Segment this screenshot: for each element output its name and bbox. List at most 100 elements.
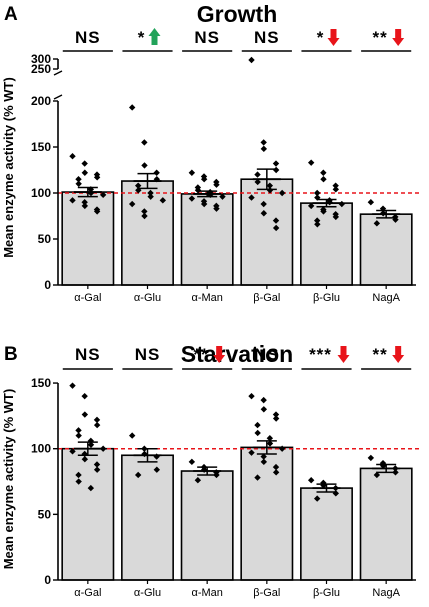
data-point	[200, 200, 208, 208]
data-point	[307, 159, 315, 166]
data-point	[153, 466, 161, 473]
data-point	[219, 193, 226, 200]
bar-β-Gal	[240, 446, 294, 581]
panel-a-chart: A Growth Mean enzyme activity (% WT) 0 50 100…	[1, 1, 420, 304]
y-tick-label: 150	[31, 376, 51, 390]
category-label: α-Man	[191, 587, 222, 599]
data-point	[320, 169, 327, 176]
data-point	[81, 392, 88, 400]
data-point	[266, 434, 274, 442]
data-point	[128, 432, 136, 439]
data-point	[81, 411, 89, 418]
data-point	[81, 202, 89, 210]
data-point	[134, 182, 142, 189]
data-point	[248, 56, 255, 64]
data-point	[254, 474, 261, 481]
data-point	[272, 469, 280, 476]
panel-b-chart: B Starvation Mean enzyme activity (% WT) 0 5…	[1, 341, 420, 599]
data-point	[128, 104, 136, 111]
data-point	[75, 478, 82, 485]
panel-title: Growth	[197, 1, 278, 27]
data-point	[260, 145, 268, 153]
data-point	[75, 427, 82, 434]
data-point	[373, 471, 381, 479]
y-tick-label: 50	[38, 232, 52, 246]
axis-break-mark	[53, 70, 63, 76]
data-point	[194, 477, 202, 484]
data-point	[159, 197, 167, 204]
significance-label: ***	[309, 345, 332, 364]
data-point	[260, 200, 267, 208]
data-point	[254, 171, 261, 178]
data-point	[272, 224, 280, 232]
significance-label: **	[194, 345, 209, 364]
data-point	[307, 202, 315, 210]
data-point	[141, 162, 148, 169]
panel-letter: A	[4, 4, 18, 25]
category-label: β-Glu	[313, 292, 340, 304]
significance-label: NS	[135, 345, 161, 364]
significance-label: NS	[75, 345, 101, 364]
category-label: α-Gal	[74, 292, 101, 304]
y-tick-label: 50	[38, 507, 52, 521]
bar-NagA	[359, 213, 413, 286]
bar-β-Gal	[240, 178, 294, 286]
data-point	[248, 449, 255, 456]
data-point	[260, 406, 268, 413]
axis-break-mark	[53, 94, 63, 100]
down-arrow-icon	[392, 29, 405, 46]
data-point	[272, 217, 280, 224]
panel-letter: B	[4, 344, 18, 365]
data-point	[313, 495, 321, 502]
data-point	[75, 176, 82, 183]
data-point	[254, 178, 261, 186]
y-axis-label: Mean enzyme activity (% WT)	[1, 77, 16, 258]
y-tick-label: 0	[44, 278, 51, 292]
data-point	[69, 153, 76, 160]
data-point	[99, 191, 107, 199]
data-point	[93, 466, 101, 473]
data-point	[272, 160, 280, 167]
data-point	[153, 169, 160, 176]
category-label: α-Man	[191, 292, 222, 304]
category-label: β-Glu	[313, 587, 340, 599]
data-point	[213, 205, 220, 212]
data-point	[141, 450, 148, 458]
category-label: β-Gal	[253, 587, 280, 599]
data-point	[147, 193, 154, 200]
data-point	[75, 180, 82, 187]
data-point	[260, 453, 267, 460]
data-point	[313, 189, 321, 197]
data-point	[213, 181, 220, 188]
significance-label: NS	[254, 28, 280, 47]
data-point	[260, 396, 267, 404]
data-point	[332, 213, 340, 221]
category-label: NagA	[372, 587, 400, 599]
data-point	[266, 440, 274, 447]
bar-NagA	[359, 467, 413, 581]
data-point	[332, 186, 340, 193]
data-point	[313, 217, 321, 224]
data-point	[93, 461, 101, 468]
category-label: α-Gal	[74, 587, 101, 599]
data-point	[320, 176, 327, 183]
y-tick-label: 250	[31, 62, 51, 76]
data-point	[278, 189, 286, 197]
significance-label: NS	[75, 28, 101, 47]
data-point	[272, 166, 280, 174]
bar-α-Gal	[61, 191, 115, 286]
bar-α-Gal	[61, 447, 115, 581]
data-point	[99, 445, 107, 452]
data-point	[320, 208, 327, 215]
category-label: NagA	[372, 292, 400, 304]
data-point	[141, 212, 148, 220]
data-point	[141, 208, 148, 215]
y-tick-label: 150	[31, 140, 51, 154]
down-arrow-icon	[213, 346, 226, 363]
bar-α-Man	[180, 193, 234, 286]
significance-label: NS	[194, 28, 220, 47]
data-point	[188, 195, 196, 202]
significance-label: *	[317, 28, 325, 47]
data-point	[332, 182, 339, 189]
